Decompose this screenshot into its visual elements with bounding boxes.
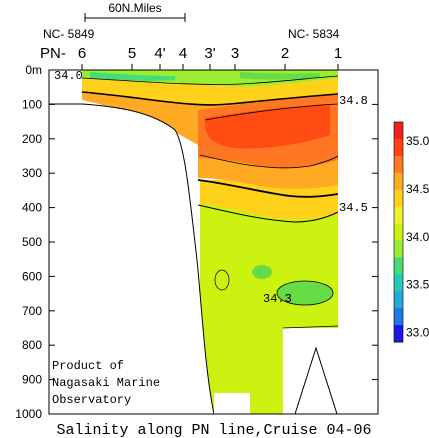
contour-line bbox=[81, 91, 339, 106]
colorbar-segment bbox=[394, 257, 403, 275]
scale-bar-label: 60N.Miles bbox=[108, 1, 161, 15]
low-patch-2 bbox=[252, 265, 272, 279]
y-tick-label: 900 bbox=[22, 373, 42, 387]
colorbar-segment bbox=[394, 308, 403, 326]
colorbar-segment bbox=[394, 223, 403, 241]
colorbar-segment bbox=[394, 189, 403, 208]
y-axis: 0m 100 200 300 400 500 600 700 800 900 1000 bbox=[15, 63, 378, 421]
scale-bar: 60N.Miles bbox=[84, 1, 186, 22]
colorbar-tick-label: 33.5 bbox=[406, 278, 429, 292]
y-tick-label: 700 bbox=[22, 304, 42, 318]
section-field: 34.0 34.8 34.5 34.3 bbox=[48, 64, 379, 415]
station-prefix: PN- bbox=[40, 45, 66, 62]
y-tick-label: 400 bbox=[22, 201, 42, 215]
colorbar-segment bbox=[394, 291, 403, 309]
colorbar-segment bbox=[394, 325, 403, 343]
y-tick-label: 500 bbox=[22, 235, 42, 249]
contour-line bbox=[197, 179, 339, 198]
station-label: 3' bbox=[204, 45, 215, 62]
colorbar-segment bbox=[394, 122, 403, 140]
colorbar: 35.0 34.5 34.0 33.5 33.0 bbox=[393, 121, 429, 343]
colorbar-segment bbox=[394, 155, 403, 174]
contour-line bbox=[199, 154, 339, 169]
colorbar-segment bbox=[394, 172, 403, 191]
colorbar-tick-label: 35.0 bbox=[406, 134, 429, 148]
y-tick-label: 300 bbox=[22, 166, 42, 180]
low-patch-1 bbox=[277, 281, 333, 305]
contour-line bbox=[197, 204, 339, 223]
contour-line bbox=[204, 103, 339, 121]
layer-34-5 bbox=[200, 180, 338, 220]
contour-label: 34.0 bbox=[54, 69, 83, 83]
sea-floor bbox=[48, 103, 215, 415]
contour-line bbox=[282, 325, 339, 329]
credit-note: Product of Nagasaki Marine Observatory bbox=[52, 359, 167, 407]
deep-layer bbox=[200, 200, 338, 414]
colorbar-tick-label: 34.0 bbox=[406, 230, 429, 244]
contour-label: 34.3 bbox=[263, 292, 292, 306]
y-tick-label: 800 bbox=[22, 338, 42, 352]
station-id-left: NC- 5849 bbox=[43, 27, 95, 41]
station-label: 3 bbox=[231, 45, 239, 62]
station-label: 4' bbox=[154, 45, 165, 62]
colorbar-segment bbox=[394, 206, 403, 225]
station-id-right: NC- 5834 bbox=[288, 27, 340, 41]
colorbar-tick-label: 34.5 bbox=[406, 182, 429, 196]
station-label: 5 bbox=[128, 45, 136, 62]
contour-label: 34.5 bbox=[339, 201, 368, 215]
y-tick-label: 200 bbox=[22, 132, 42, 146]
chart-title: Salinity along PN line,Cruise 04-06 bbox=[56, 422, 371, 438]
colorbar-tick-label: 33.0 bbox=[406, 325, 429, 339]
y-tick-label: 100 bbox=[22, 97, 42, 111]
low-patch-3 bbox=[214, 269, 230, 291]
colorbar-segment bbox=[394, 138, 403, 157]
station-label: 1 bbox=[334, 45, 342, 62]
y-tick-label: 0m bbox=[25, 63, 42, 77]
colorbar-segment bbox=[394, 274, 403, 292]
station-label: 4 bbox=[179, 45, 187, 62]
contour-label: 34.8 bbox=[339, 94, 368, 108]
station-labels: 6 5 4' 4 3' 3 2 1 bbox=[78, 45, 342, 62]
contour-line bbox=[81, 75, 339, 85]
colorbar-segment bbox=[394, 240, 403, 258]
station-label: 6 bbox=[78, 45, 86, 62]
y-tick-label: 1000 bbox=[15, 407, 42, 421]
station-label: 2 bbox=[281, 45, 289, 62]
y-tick-label: 600 bbox=[22, 269, 42, 283]
